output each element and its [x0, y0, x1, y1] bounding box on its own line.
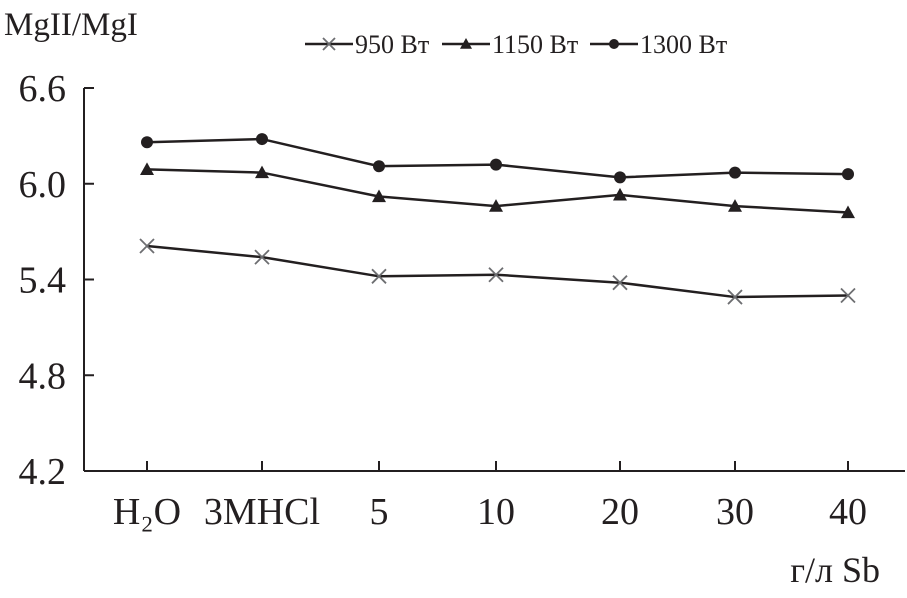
triangle-marker	[613, 187, 627, 201]
legend-label: 1300 Вт	[640, 30, 727, 59]
x-tick-label: 30	[716, 491, 754, 533]
circle-marker	[609, 39, 619, 49]
triangle-marker	[372, 189, 386, 203]
legend-item: 1300 Вт	[590, 30, 727, 59]
legend: 950 Вт 1150 Вт 1300 Вт	[305, 30, 727, 59]
x-marker	[139, 238, 155, 254]
circle-marker	[842, 168, 854, 181]
x-marker	[322, 37, 336, 51]
x-marker	[254, 249, 270, 265]
x-tick-label: 40	[829, 491, 867, 533]
legend-label: 1150 Вт	[492, 30, 578, 59]
x-tick-label: H₂O	[113, 491, 181, 533]
series-1300	[141, 133, 854, 184]
series-group	[139, 133, 856, 305]
x-marker	[840, 287, 856, 304]
y-tick-label: 5.4	[19, 260, 67, 302]
series-line	[146, 244, 849, 299]
x-tick-label: 5	[370, 491, 389, 533]
triangle-marker	[255, 165, 269, 179]
y-tick-label: 6.6	[19, 68, 67, 110]
y-tick-label: 6.0	[19, 164, 67, 206]
circle-marker	[614, 171, 626, 184]
series-1150	[140, 162, 855, 219]
x-marker	[612, 275, 628, 291]
x-marker	[371, 268, 387, 284]
x-tick-label: 3MHCl	[204, 491, 320, 533]
y-axis-label: MgII/MgI	[4, 7, 138, 43]
x-tick-label: 20	[601, 491, 639, 533]
legend-item: 950 Вт	[305, 30, 429, 59]
x-marker	[488, 267, 504, 283]
triangle-marker	[728, 199, 742, 212]
legend-label: 950 Вт	[355, 30, 429, 59]
triangle-marker	[460, 38, 472, 49]
x-marker	[727, 289, 743, 305]
circle-marker	[729, 166, 741, 179]
triangle-marker	[489, 199, 503, 212]
circle-marker	[256, 133, 268, 146]
y-tick-label: 4.2	[19, 451, 67, 493]
x-axis-label: г/л Sb	[790, 550, 880, 590]
circle-marker	[141, 136, 153, 149]
circle-marker	[373, 160, 385, 173]
series-950	[139, 238, 856, 305]
triangle-marker	[140, 162, 154, 175]
axes: 4.2 4.8 5.4 6.0 6.6 H₂O 3MHCl 5 10 20 30 40	[19, 68, 905, 533]
x-tick-label: 10	[477, 491, 515, 533]
y-tick-label: 4.8	[19, 355, 67, 397]
triangle-marker	[841, 205, 855, 219]
legend-item: 1150 Вт	[442, 30, 578, 59]
circle-marker	[490, 158, 502, 171]
